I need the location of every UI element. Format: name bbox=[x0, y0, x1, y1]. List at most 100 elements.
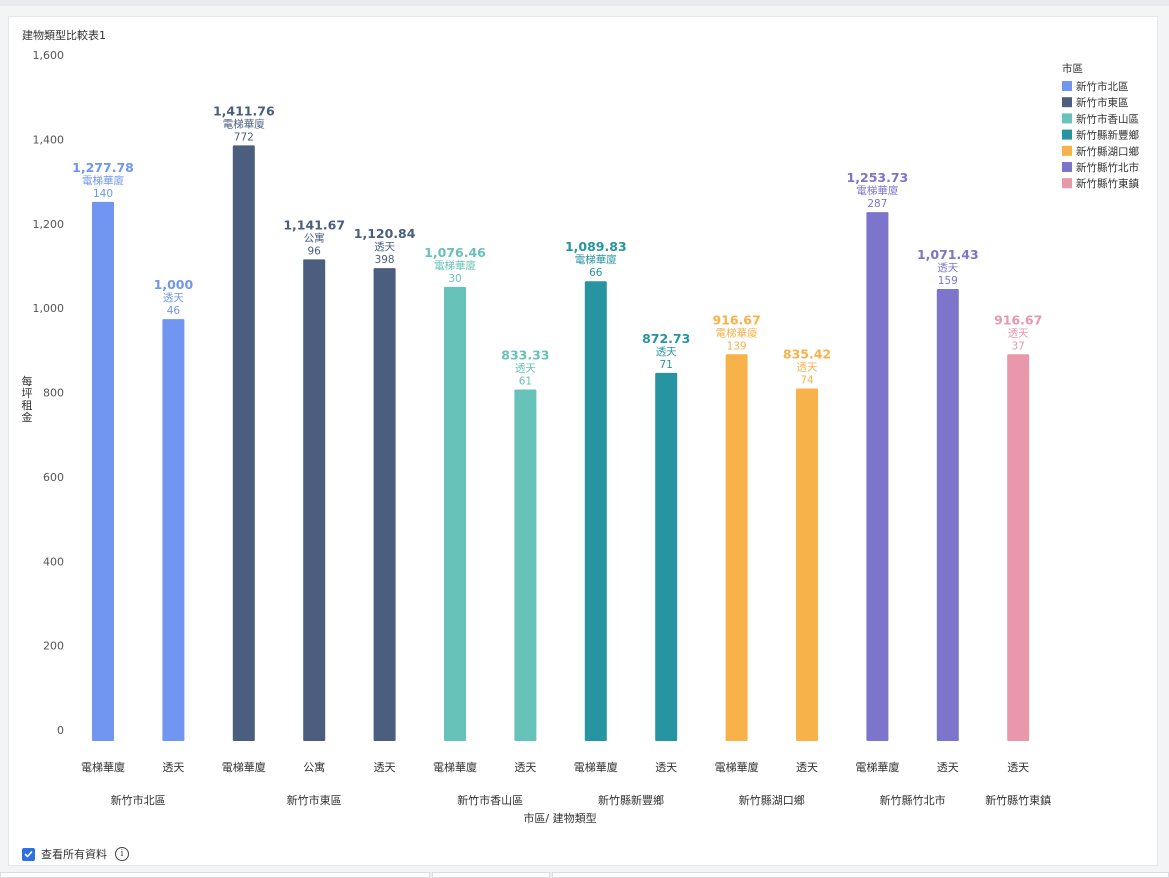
y-tick-label: 400 bbox=[43, 555, 64, 568]
bar bbox=[725, 354, 748, 741]
legend-item-label: 新竹縣竹北市 bbox=[1076, 161, 1139, 174]
bar-type-label: 透天 bbox=[374, 241, 395, 253]
bar-count-label: 61 bbox=[519, 375, 532, 387]
chart-card bbox=[8, 16, 1158, 866]
legend-swatch bbox=[1062, 81, 1072, 91]
bar-value-label: 872.73 bbox=[642, 331, 690, 346]
bar-count-label: 37 bbox=[1012, 340, 1025, 352]
legend-swatch bbox=[1062, 129, 1072, 140]
y-tick-label: 1,400 bbox=[33, 133, 65, 146]
x-tick-label: 電梯華廈 bbox=[855, 760, 899, 774]
y-tick-label: 1,200 bbox=[33, 218, 65, 231]
x-group-label: 新竹縣湖口鄉 bbox=[739, 793, 805, 807]
show-all-data-toggle[interactable]: 查看所有資料 i bbox=[22, 846, 129, 862]
x-tick-label: 電梯華廈 bbox=[433, 760, 477, 774]
bar-value-label: 1,120.84 bbox=[354, 226, 416, 241]
bar-count-label: 30 bbox=[448, 273, 461, 285]
bar-type-label: 透天 bbox=[656, 346, 677, 358]
legend-swatch bbox=[1062, 162, 1072, 172]
y-tick-label: 200 bbox=[43, 640, 64, 653]
x-group-label: 新竹縣竹東鎮 bbox=[985, 793, 1051, 807]
bar bbox=[444, 286, 466, 741]
bottom-tab[interactable] bbox=[0, 872, 430, 878]
bar-value-label: 1,253.73 bbox=[847, 170, 909, 185]
bar-type-label: 電梯華廈 bbox=[82, 174, 124, 187]
y-tick-label: 1,000 bbox=[33, 302, 65, 315]
x-group-label: 新竹市東區 bbox=[287, 793, 342, 807]
x-tick-label: 電梯華廈 bbox=[222, 760, 266, 774]
y-tick-label: 1,600 bbox=[33, 49, 65, 62]
checkbox-checked-icon[interactable] bbox=[22, 847, 35, 861]
bar-count-label: 66 bbox=[589, 267, 603, 279]
x-axis-label: 市區/ 建物類型 bbox=[523, 811, 596, 825]
y-axis-label-char: 金 bbox=[22, 410, 33, 424]
bar-count-label: 140 bbox=[93, 188, 113, 200]
bar bbox=[796, 388, 818, 741]
legend-item-label: 新竹縣竹東鎮 bbox=[1076, 177, 1139, 190]
bar-count-label: 74 bbox=[800, 375, 814, 387]
bar-type-label: 電梯華廈 bbox=[223, 117, 265, 130]
legend-item-label: 新竹縣湖口鄉 bbox=[1076, 145, 1139, 158]
bar-count-label: 96 bbox=[308, 245, 322, 257]
bar-value-label: 835.42 bbox=[783, 347, 831, 362]
bar-type-label: 電梯華廈 bbox=[716, 326, 758, 339]
bar-type-label: 電梯華廈 bbox=[575, 253, 617, 266]
bottom-tab[interactable] bbox=[432, 872, 550, 878]
x-tick-label: 透天 bbox=[796, 761, 818, 774]
bar-value-label: 1,000 bbox=[154, 277, 194, 292]
x-tick-label: 透天 bbox=[655, 761, 677, 774]
bar bbox=[373, 268, 396, 741]
bar-count-label: 159 bbox=[938, 275, 958, 287]
bar-type-label: 公寓 bbox=[304, 231, 325, 244]
bar-type-label: 透天 bbox=[515, 362, 536, 374]
x-group-label: 新竹市香山區 bbox=[457, 793, 523, 807]
x-tick-label: 透天 bbox=[1007, 761, 1029, 774]
bar bbox=[92, 201, 114, 741]
bar bbox=[232, 145, 255, 741]
bar bbox=[584, 281, 607, 741]
bar bbox=[162, 319, 185, 741]
x-tick-label: 透天 bbox=[514, 761, 536, 774]
x-tick-label: 透天 bbox=[374, 761, 396, 774]
bar-value-label: 1,076.46 bbox=[424, 245, 486, 260]
bar-type-label: 透天 bbox=[797, 362, 818, 374]
x-tick-label: 電梯華廈 bbox=[81, 760, 125, 774]
bottom-tab-strip bbox=[0, 872, 1169, 878]
bar bbox=[655, 372, 678, 741]
y-tick-label: 0 bbox=[57, 724, 64, 737]
legend-swatch bbox=[1062, 113, 1072, 124]
bar-type-label: 透天 bbox=[1008, 327, 1030, 339]
info-icon[interactable]: i bbox=[115, 847, 129, 861]
bar-value-label: 916.67 bbox=[994, 312, 1042, 327]
x-tick-label: 電梯華廈 bbox=[715, 760, 759, 774]
x-tick-label: 電梯華廈 bbox=[574, 760, 618, 774]
y-axis-label-char: 坪 bbox=[22, 387, 33, 400]
x-group-label: 新竹縣竹北市 bbox=[880, 793, 946, 807]
bar-value-label: 916.67 bbox=[712, 312, 760, 327]
legend-swatch bbox=[1062, 97, 1072, 108]
bar-type-label: 電梯華廈 bbox=[434, 259, 476, 272]
y-tick-label: 600 bbox=[43, 471, 64, 484]
bar-value-label: 1,071.43 bbox=[917, 247, 979, 262]
x-tick-label: 透天 bbox=[162, 761, 184, 774]
bar-count-label: 139 bbox=[727, 340, 747, 352]
bar-count-label: 398 bbox=[375, 254, 395, 266]
bar bbox=[936, 288, 959, 741]
legend-item-label: 新竹市香山區 bbox=[1076, 112, 1139, 125]
bar bbox=[514, 389, 537, 741]
show-all-data-label: 查看所有資料 bbox=[41, 848, 107, 861]
legend-item-label: 新竹市北區 bbox=[1076, 80, 1129, 93]
legend-item-label: 新竹市東區 bbox=[1076, 96, 1129, 109]
bar-count-label: 46 bbox=[167, 305, 181, 317]
bar bbox=[303, 259, 326, 741]
y-axis-label-char: 租 bbox=[22, 399, 33, 412]
bar bbox=[1007, 354, 1030, 741]
bar-type-label: 透天 bbox=[937, 262, 958, 274]
bar-count-label: 287 bbox=[867, 198, 887, 210]
x-group-label: 新竹縣新豐鄉 bbox=[598, 793, 664, 807]
bottom-tab[interactable] bbox=[552, 872, 1169, 878]
y-tick-label: 800 bbox=[43, 387, 64, 400]
top-strip bbox=[0, 0, 1169, 6]
bar-value-label: 1,277.78 bbox=[72, 160, 134, 175]
